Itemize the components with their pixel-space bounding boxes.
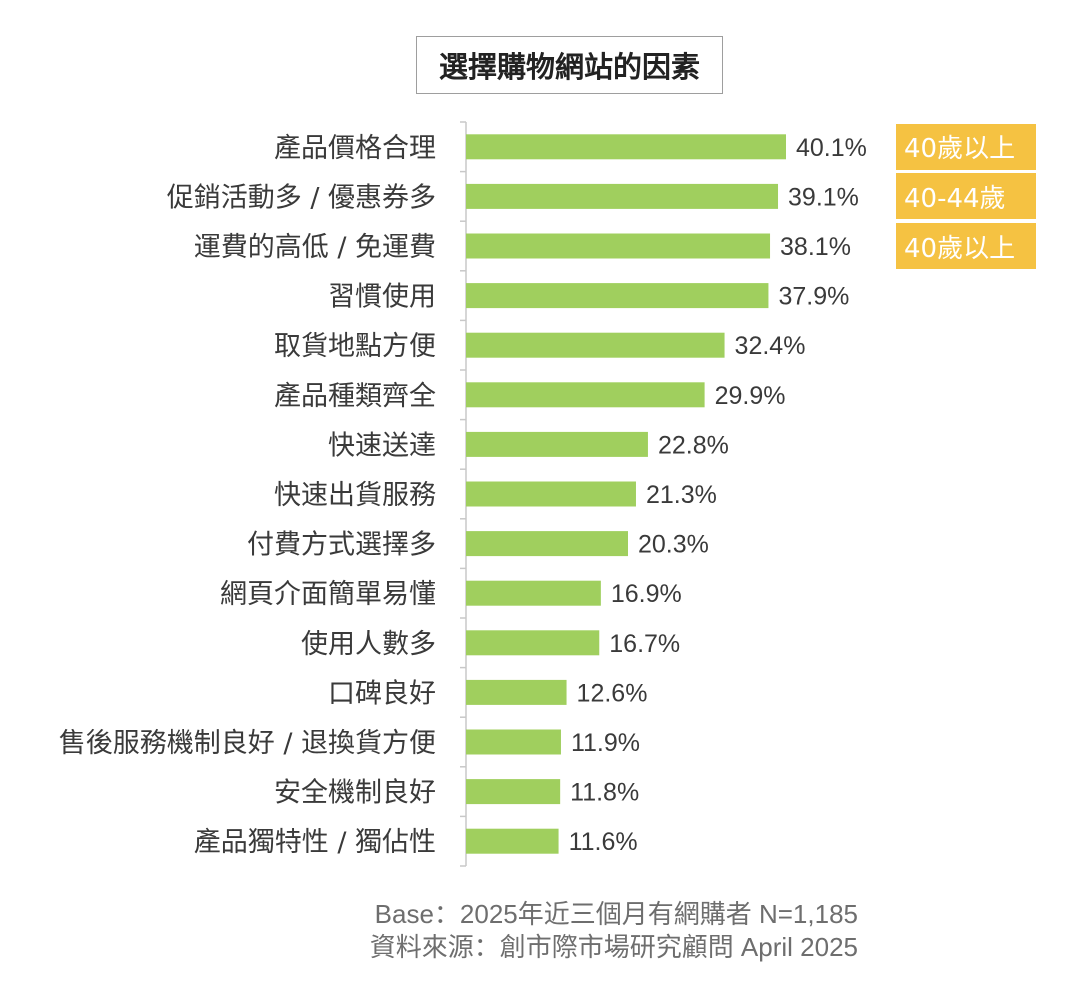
value-label: 12.6%: [577, 679, 648, 707]
bar: [466, 283, 769, 309]
category-label: 取貨地點方便: [274, 331, 436, 362]
category-label: 網頁介面簡單易懂: [220, 579, 436, 610]
value-label: 38.1%: [780, 233, 851, 261]
value-label: 40.1%: [796, 134, 867, 162]
bar: [466, 233, 771, 259]
bar-chart: 產品價格合理 40.1% 促銷活動多 / 優惠券多 39.1% 運費的高低 / 免運費 3…: [59, 121, 867, 867]
category-label: 促銷活動多 / 優惠券多: [167, 182, 436, 213]
category-label: 付費方式選擇多: [247, 530, 436, 561]
category-label: 售後服務機制良好 / 退換貨方便: [59, 728, 436, 759]
value-label: 32.4%: [735, 332, 806, 360]
bar: [466, 630, 600, 656]
category-label: 快速送達: [328, 430, 436, 461]
bar: [466, 580, 601, 606]
value-label: 16.7%: [609, 630, 680, 658]
category-label: 使用人數多: [301, 629, 436, 660]
value-label: 39.1%: [788, 183, 859, 211]
bars-group: 產品價格合理 40.1% 促銷活動多 / 優惠券多 39.1% 運費的高低 / 免運費 3…: [59, 133, 867, 858]
category-label: 產品價格合理: [274, 133, 436, 164]
value-label: 21.3%: [646, 481, 717, 509]
footnote-source: 資料來源：創市際市場研究顧問 April 2025: [369, 932, 858, 962]
bar: [466, 481, 636, 507]
bar: [466, 134, 786, 160]
axis-ticks: [460, 121, 466, 867]
category-label: 產品獨特性 / 獨佔性: [194, 827, 436, 858]
category-label: 運費的高低 / 免運費: [194, 232, 436, 263]
value-label: 16.9%: [611, 580, 682, 608]
bar: [466, 828, 559, 854]
bar: [466, 679, 567, 705]
bar: [466, 729, 561, 755]
annotation-badge: 40歲以上: [896, 223, 1036, 269]
category-label: 產品種類齊全: [274, 381, 436, 412]
bar: [466, 382, 705, 408]
value-label: 11.9%: [571, 729, 640, 757]
category-label: 快速出貨服務: [274, 480, 436, 511]
bar: [466, 531, 628, 557]
value-label: 22.8%: [658, 431, 729, 459]
footnote: Base：2025年近三個月有網購者 N=1,185 資料來源：創市際市場研究顧…: [370, 898, 858, 964]
bar: [466, 431, 648, 457]
annotation-badge: 40-44歲: [896, 173, 1036, 220]
category-label: 口碑良好: [328, 678, 436, 709]
bar: [466, 332, 725, 358]
value-label: 29.9%: [715, 382, 786, 410]
annotation-badge: 40歲以上: [896, 123, 1036, 170]
bar: [466, 183, 779, 209]
value-label: 20.3%: [638, 531, 709, 559]
category-label: 習慣使用: [328, 282, 436, 313]
value-label: 37.9%: [778, 283, 849, 311]
category-label: 安全機制良好: [274, 778, 436, 809]
value-label: 11.8%: [570, 779, 639, 807]
chart-title: 選擇購物網站的因素: [416, 36, 723, 94]
value-label: 11.6%: [569, 828, 638, 856]
bar: [466, 779, 561, 805]
footnote-base: Base：2025年近三個月有網購者 N=1,185: [374, 899, 858, 929]
